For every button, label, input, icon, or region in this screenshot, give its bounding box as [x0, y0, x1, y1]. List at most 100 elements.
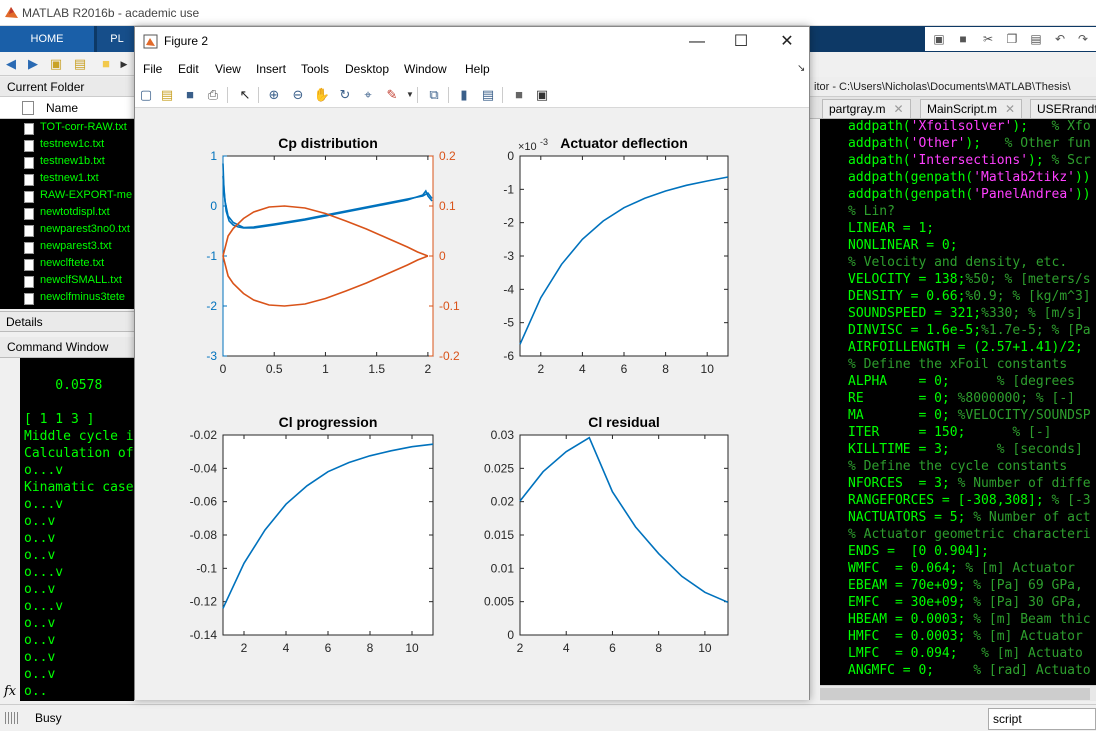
back-arrow-icon[interactable]: ◀: [6, 56, 16, 71]
hide-plot-tools-icon[interactable]: ■: [515, 87, 523, 102]
series-line-airfoil-lower: [222, 255, 429, 307]
file-item[interactable]: testnew1c.txt: [0, 137, 134, 154]
file-item[interactable]: newparest3no0.txt: [0, 222, 134, 239]
redo-icon[interactable]: ↷: [1077, 32, 1089, 46]
file-item[interactable]: TOT-corr-RAW.txt: [0, 120, 134, 137]
cw-line: o..v: [24, 548, 56, 563]
editor-path: itor - C:\Users\Nicholas\Documents\MATLA…: [810, 77, 1096, 97]
code-text: ANGMFC = 0;: [848, 663, 974, 678]
brush-icon[interactable]: ✎: [386, 87, 398, 102]
figure-title-bar[interactable]: Figure 2 — ☐ ✕: [135, 27, 809, 57]
rotate-3d-icon[interactable]: ↻: [339, 87, 351, 102]
x-tick-label: 2: [241, 641, 248, 655]
code-comment: %VELOCITY/SOUNDSP: [957, 408, 1091, 423]
function-browser-icon[interactable]: fx: [4, 684, 17, 699]
name-column-label[interactable]: Name: [46, 101, 79, 115]
up-folder-icon[interactable]: ▣: [49, 56, 63, 71]
file-item[interactable]: testnew1b.txt: [0, 154, 134, 171]
menu-edit[interactable]: Edit: [178, 62, 199, 76]
tab-mainscript[interactable]: MainScript.m ✕: [920, 99, 1023, 118]
save-icon[interactable]: ■: [959, 32, 967, 46]
edit-plot-cursor-icon[interactable]: ↖: [239, 87, 251, 102]
new-figure-icon[interactable]: ▢: [139, 87, 153, 102]
tab-partgray[interactable]: partgray.m ✕: [822, 99, 911, 118]
code-text: EBEAM = 70e+09;: [848, 578, 974, 593]
file-item[interactable]: RAW-EXPORT-me: [0, 188, 134, 205]
file-list-column-header[interactable]: Name: [0, 97, 134, 119]
command-window-title: Command Window: [7, 340, 109, 354]
matlab-figure-icon: [143, 34, 158, 49]
folder-icon[interactable]: ■: [102, 56, 110, 71]
code-text: LMFC = 0.094;: [848, 646, 982, 661]
code-text: ITER = 150;: [848, 425, 1013, 440]
print-icon[interactable]: ⎙: [207, 87, 219, 102]
link-plot-icon[interactable]: ⧉: [429, 87, 439, 102]
x-tick-label: 2: [517, 641, 524, 655]
file-item[interactable]: newtotdispl.txt: [0, 205, 134, 222]
menu-insert[interactable]: Insert: [256, 62, 287, 76]
command-window[interactable]: 0.0578 [ 1 1 3 ] Middle cycle i Calculat…: [0, 358, 134, 701]
minimize-icon[interactable]: —: [689, 33, 705, 50]
code-comment: % Define the cycle constants: [848, 459, 1068, 474]
editor-code-area[interactable]: addpath('Xfoilsolver'); % Xfo addpath('Ot…: [820, 119, 1096, 685]
cw-line: Kinamatic case: [24, 480, 134, 495]
chevron-right-icon[interactable]: ▶: [120, 59, 128, 69]
zoom-out-icon[interactable]: ⊖: [292, 87, 304, 102]
editor-horizontal-scrollbar[interactable]: [820, 685, 1096, 701]
paste-icon[interactable]: ▤: [1030, 32, 1042, 46]
tab-home[interactable]: HOME: [0, 26, 94, 52]
file-item[interactable]: newclfminus3tete: [0, 290, 134, 307]
x-tick-label: 4: [563, 641, 570, 655]
save-icon[interactable]: ■: [186, 87, 194, 102]
tab-plots[interactable]: PL: [97, 26, 137, 52]
menu-window[interactable]: Window: [404, 62, 447, 76]
close-icon[interactable]: ✕: [893, 102, 904, 116]
code-text: )): [1074, 187, 1091, 202]
code-comment: %50; % [meters/s: [965, 272, 1091, 287]
show-plot-tools-icon[interactable]: ▣: [535, 87, 549, 102]
pan-hand-icon[interactable]: ✋: [313, 87, 331, 102]
code-line: NACTUATORS = 5; % Number of act: [848, 510, 1091, 525]
file-item[interactable]: testnew1.txt: [0, 171, 134, 188]
details-panel-header[interactable]: Details: [0, 311, 134, 332]
maximize-icon[interactable]: ☐: [733, 33, 749, 50]
menu-help[interactable]: Help: [465, 62, 490, 76]
code-text: RE = 0;: [848, 391, 958, 406]
menu-view[interactable]: View: [215, 62, 241, 76]
legend-icon[interactable]: ▤: [481, 87, 495, 102]
y-tick-label: -0.04: [190, 461, 218, 475]
undo-icon[interactable]: ↶: [1054, 32, 1066, 46]
menu-file[interactable]: File: [143, 62, 163, 76]
x-tick-label: 6: [609, 641, 616, 655]
code-comment: % [degrees: [996, 374, 1075, 389]
file-item[interactable]: newclftete.txt: [0, 256, 134, 273]
dock-arrow-icon[interactable]: ↘: [797, 63, 806, 74]
browse-folder-icon[interactable]: ▤: [73, 56, 87, 71]
code-comment: % Actuator geometric characteri: [848, 527, 1091, 542]
data-cursor-icon[interactable]: ⌖: [364, 87, 372, 102]
x-tick-label: 4: [283, 641, 290, 655]
code-text: AIRFOILLENGTH = (2.57+1.41)/2;: [848, 340, 1083, 355]
open-file-icon[interactable]: ▤: [160, 87, 174, 102]
toolbar-separator: [258, 87, 259, 103]
cut-icon[interactable]: ✂: [982, 32, 994, 46]
menu-desktop[interactable]: Desktop: [345, 62, 390, 76]
details-label: Details: [6, 315, 43, 329]
colorbar-icon[interactable]: ▮: [460, 87, 468, 102]
scrollbar-thumb[interactable]: [820, 688, 1090, 700]
y-tick-label: 1: [210, 149, 217, 163]
copy-icon[interactable]: ❐: [1006, 32, 1018, 46]
y-tick-label: -0.06: [190, 495, 218, 509]
chevron-down-icon[interactable]: ▼: [406, 90, 414, 99]
tab-userrandfc[interactable]: USERrandfc: [1030, 99, 1096, 118]
file-item[interactable]: newclfSMALL.txt: [0, 273, 134, 290]
close-icon[interactable]: ✕: [1005, 102, 1016, 116]
cw-line: o..v: [24, 650, 56, 665]
new-document-icon[interactable]: ▣: [933, 32, 945, 46]
zoom-in-icon[interactable]: ⊕: [268, 87, 280, 102]
menu-tools[interactable]: Tools: [301, 62, 330, 76]
close-icon[interactable]: ✕: [780, 33, 794, 50]
file-item[interactable]: newparest3.txt: [0, 239, 134, 256]
forward-arrow-icon[interactable]: ▶: [28, 56, 38, 71]
